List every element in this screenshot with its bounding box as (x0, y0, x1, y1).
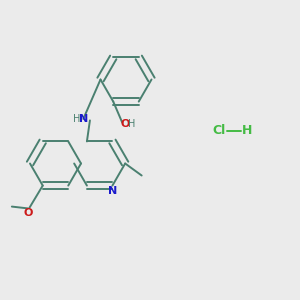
Text: N: N (79, 114, 88, 124)
Text: N: N (108, 186, 118, 196)
Text: O: O (121, 119, 130, 129)
Text: H: H (73, 114, 80, 124)
Text: Cl: Cl (212, 124, 226, 137)
Text: H: H (242, 124, 252, 137)
Text: H: H (128, 119, 136, 129)
Text: O: O (23, 208, 32, 218)
